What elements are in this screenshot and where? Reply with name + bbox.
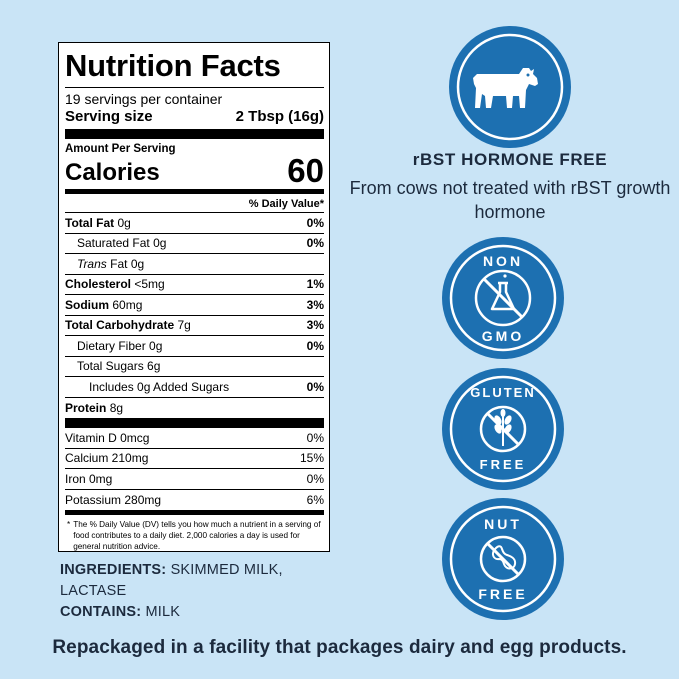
no-peanut-icon (449, 505, 557, 613)
thick-divider (65, 129, 324, 139)
cow-icon (456, 33, 564, 141)
nutrient-name: Total Fat (65, 215, 115, 230)
nutrient-row-total-sugars: Total Sugars 6g (65, 357, 324, 377)
medium-divider (65, 510, 324, 515)
nutrient-name: Dietary Fiber (77, 338, 146, 353)
daily-value-footnote: * The % Daily Value (DV) tells you how m… (65, 515, 324, 552)
nutrient-amount: Fat 0g (110, 256, 145, 271)
footnote-text: The % Daily Value (DV) tells you how muc… (73, 520, 321, 551)
serving-size-value: 2 Tbsp (16g) (235, 108, 324, 125)
nutrient-name: Total Carbohydrate (65, 318, 175, 333)
calories-label: Calories (65, 159, 160, 186)
servings-per-container: 19 servings per container (65, 91, 223, 107)
non-gmo-bottom-text: GMO (481, 328, 525, 344)
nutrition-facts-label: Nutrition Facts 19 servings per containe… (58, 42, 330, 552)
nutrient-row-total-fat: Total Fat 0g 0% (65, 213, 324, 234)
vitamin-name: Vitamin D 0mcg (65, 430, 150, 445)
amount-per-serving: Amount Per Serving (65, 143, 176, 155)
nutrient-pct: 1% (306, 277, 324, 292)
ingredients-label: INGREDIENTS: (60, 562, 167, 578)
gluten-free-badge: GLUTEN FREE (442, 368, 564, 490)
nutrient-name: Protein (65, 400, 107, 415)
nutrient-row-sodium: Sodium 60mg 3% (65, 295, 324, 316)
nut-free-badge: NUT FREE (442, 498, 564, 620)
rbst-title: rBST HORMONE FREE (412, 150, 608, 169)
serving-size-label: Serving size (65, 108, 153, 125)
vitamin-row-d: Vitamin D 0mcg 0% (65, 428, 324, 449)
divider (65, 87, 324, 88)
nutrient-name: Total Sugars (77, 359, 144, 374)
nutrient-amount: 0g (117, 215, 131, 230)
vitamin-row-iron: Iron 0mg 0% (65, 469, 324, 490)
calories-value: 60 (287, 152, 324, 189)
rbst-description: From cows not treated with rBST growth h… (349, 178, 671, 222)
daily-value-header: % Daily Value* (65, 194, 324, 213)
nutrient-row-cholesterol: Cholesterol <5mg 1% (65, 275, 324, 295)
rbst-badge (449, 26, 571, 148)
nut-bottom-text: FREE (478, 586, 528, 602)
vitamin-name: Potassium 280mg (65, 492, 162, 507)
nutrient-row-trans-fat: Trans Fat 0g (65, 254, 324, 275)
gluten-top-text: GLUTEN (470, 385, 536, 400)
vitamin-row-potassium: Potassium 280mg 6% (65, 490, 324, 511)
nutrient-name: Sodium (65, 297, 109, 312)
vitamin-pct: 0% (306, 471, 324, 486)
gluten-bottom-text: FREE (479, 457, 527, 472)
contains-label: CONTAINS: (60, 604, 142, 620)
nutrient-amount: 6g (147, 359, 161, 374)
nutrient-name: Cholesterol (65, 277, 132, 292)
nutrient-pct: 3% (306, 318, 324, 333)
no-gmo-flask-icon (449, 244, 557, 352)
footnote-mark: * (67, 520, 71, 529)
vitamin-pct: 0% (306, 430, 324, 445)
contains-text: MILK (145, 604, 181, 620)
nutrient-amount: 0g (153, 236, 167, 251)
nut-top-text: NUT (484, 516, 522, 532)
no-wheat-icon (449, 375, 557, 483)
nutrient-amount: 7g (177, 318, 191, 333)
facility-note: Repackaged in a facility that packages d… (52, 637, 627, 658)
nutrient-pct: 0% (306, 215, 324, 230)
nutrient-pct: 0% (306, 236, 324, 251)
vitamin-name: Calcium 210mg (65, 451, 149, 466)
nutrient-amount: 60mg (112, 297, 143, 312)
nutrition-facts-title: Nutrition Facts (65, 48, 281, 83)
vitamin-name: Iron 0mg (65, 471, 113, 486)
nutrient-amount: 8g (109, 400, 124, 415)
nutrient-name: Includes 0g Added Sugars (89, 379, 230, 394)
serving-size-row: Serving size 2 Tbsp (16g) (65, 108, 324, 126)
nutrient-row-dietary-fiber: Dietary Fiber 0g 0% (65, 336, 324, 357)
ingredients-text: SKIMMED MILK, LACTASE (60, 562, 283, 599)
vitamin-row-calcium: Calcium 210mg 15% (65, 449, 324, 469)
non-gmo-top-text: NON (482, 253, 524, 269)
ingredients-block: INGREDIENTS: SKIMMED MILK, LACTASE CONTA… (60, 560, 340, 623)
calories-row: Calories 60 (65, 152, 324, 189)
nutrient-pct: 0% (306, 379, 324, 394)
nutrient-pct: 3% (306, 297, 324, 312)
nutrient-row-protein: Protein 8g (65, 398, 324, 419)
nutrient-name: Trans (77, 256, 107, 271)
thick-divider (65, 418, 324, 428)
nutrient-row-total-carbohydrate: Total Carbohydrate 7g 3% (65, 316, 324, 336)
vitamin-pct: 6% (306, 492, 324, 507)
nutrient-row-added-sugars: Includes 0g Added Sugars 0% (65, 377, 324, 398)
nutrient-amount: 0g (149, 338, 163, 353)
vitamin-pct: 15% (299, 451, 324, 466)
non-gmo-badge: NON GMO (442, 237, 564, 359)
nutrient-pct: 0% (306, 338, 324, 353)
nutrient-name: Saturated Fat (77, 236, 150, 251)
medium-divider (65, 189, 324, 194)
nutrient-row-saturated-fat: Saturated Fat 0g 0% (65, 234, 324, 254)
nutrient-amount: <5mg (134, 277, 165, 292)
